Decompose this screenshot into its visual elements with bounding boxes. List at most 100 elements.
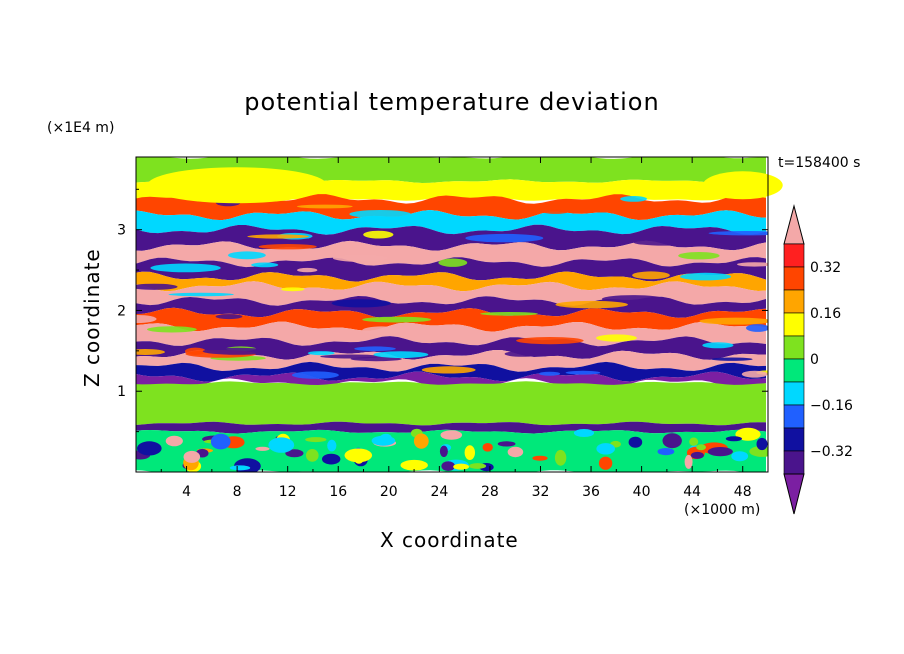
turbulence-cell xyxy=(332,254,388,262)
x-tick-label: 40 xyxy=(633,484,651,500)
turbulence-cell xyxy=(708,231,768,236)
heatmap-band xyxy=(136,210,766,235)
turbulence-cell xyxy=(464,445,475,460)
heatmap-band xyxy=(136,257,766,282)
colorbar-tick-label: 0.16 xyxy=(810,306,841,322)
turbulence-cell xyxy=(596,443,615,455)
upper-anomaly xyxy=(147,167,328,204)
heatmap-band xyxy=(136,281,766,306)
chart-title: potential temperature deviation xyxy=(244,88,660,116)
turbulence-cell xyxy=(598,456,613,470)
turbulence-cell xyxy=(202,347,272,355)
colorbar-tick-label: 0 xyxy=(810,352,819,368)
turbulence-cell xyxy=(555,300,628,309)
heatmap-band xyxy=(136,421,766,434)
turbulence-cell xyxy=(255,446,270,451)
colorbar-swatch xyxy=(783,243,805,268)
heatmap-band xyxy=(136,307,766,332)
turbulence-cell xyxy=(307,351,335,356)
turbulence-cell xyxy=(280,287,305,292)
colorbar-swatch xyxy=(783,289,805,314)
turbulence-cell xyxy=(532,455,548,461)
x-tick-label: 28 xyxy=(481,484,499,500)
turbulence-cell xyxy=(480,312,538,316)
turbulence-cell xyxy=(183,450,201,463)
x-axis-unit: (×1000 m) xyxy=(684,502,761,518)
turbulence-cell xyxy=(165,435,183,447)
turbulence-cell xyxy=(421,366,476,374)
y-tick-label: 1 xyxy=(117,384,126,400)
turbulence-cell xyxy=(441,461,456,471)
turbulence-cell xyxy=(297,267,318,273)
turbulence-cell xyxy=(136,315,157,323)
turbulence-cell xyxy=(699,317,768,325)
colorbar-swatch xyxy=(783,404,805,429)
turbulence-cell xyxy=(285,449,304,458)
turbulence-cell xyxy=(228,251,266,260)
turbulence-cell xyxy=(756,437,768,451)
turbulence-cell xyxy=(331,299,391,308)
colorbar-arrow-top xyxy=(783,204,805,245)
turbulence-cell xyxy=(497,441,516,447)
turbulence-cell xyxy=(453,463,469,470)
turbulence-cell xyxy=(344,448,373,463)
colorbar-swatch xyxy=(783,381,805,406)
colorbar-tick-label: 0.32 xyxy=(810,260,841,276)
turbulence-cell xyxy=(632,271,670,280)
turbulence-cell xyxy=(363,230,394,239)
turbulence-cell xyxy=(662,433,682,449)
turbulence-cell xyxy=(482,443,493,452)
turbulence-cell xyxy=(707,447,733,457)
x-tick-label: 48 xyxy=(734,484,752,500)
turbulence-cell xyxy=(573,429,595,437)
turbulence-cell xyxy=(735,427,761,441)
turbulence-cell xyxy=(251,262,279,268)
turbulence-cell xyxy=(657,448,675,456)
turbulence-cell xyxy=(327,439,337,452)
turbulence-cell xyxy=(468,463,487,469)
colorbar-swatch xyxy=(783,266,805,291)
x-axis-label: X coordinate xyxy=(380,528,519,552)
y-tick-label: 3 xyxy=(117,223,126,239)
turbulence-cell xyxy=(268,437,295,453)
turbulence-cell xyxy=(539,371,561,376)
turbulence-cell xyxy=(438,258,468,267)
turbulence-cell xyxy=(215,314,243,320)
turbulence-cell xyxy=(320,354,382,359)
turbulence-cell xyxy=(689,437,699,446)
turbulence-cell xyxy=(322,453,341,465)
colorbar-swatch xyxy=(783,427,805,452)
x-tick-label: 24 xyxy=(430,484,448,500)
x-tick-label: 36 xyxy=(582,484,600,500)
turbulence-cell xyxy=(620,196,647,202)
turbulence-cell xyxy=(136,349,165,355)
turbulence-cell xyxy=(601,295,664,303)
plot-frame xyxy=(135,156,769,473)
turbulence-cell xyxy=(542,209,569,214)
turbulence-cell xyxy=(678,252,720,260)
turbulence-cell xyxy=(596,334,637,342)
turbulence-cell xyxy=(731,451,749,462)
turbulence-cell xyxy=(440,430,463,440)
turbulence-cell xyxy=(439,445,448,457)
y-tick-label: 2 xyxy=(117,303,126,319)
x-tick-label: 8 xyxy=(233,484,242,500)
colorbar-swatch xyxy=(783,335,805,360)
turbulence-cell xyxy=(168,292,234,297)
heatmap-band xyxy=(136,194,766,221)
x-tick-label: 20 xyxy=(380,484,398,500)
turbulence-cell xyxy=(373,351,429,358)
turbulence-cell xyxy=(554,449,567,466)
turbulence-cell xyxy=(229,465,251,471)
heatmap-band xyxy=(136,381,766,426)
turbulence-cell xyxy=(680,272,732,281)
turbulence-cell xyxy=(354,346,396,352)
turbulence-cell xyxy=(362,316,432,323)
x-tick-label: 44 xyxy=(683,484,701,500)
x-tick-label: 4 xyxy=(182,484,191,500)
colorbar-swatch xyxy=(783,312,805,337)
turbulence-cell xyxy=(507,446,524,458)
turbulence-cell xyxy=(413,218,441,225)
turbulence-cell xyxy=(306,449,319,462)
turbulence-cell xyxy=(258,244,317,250)
